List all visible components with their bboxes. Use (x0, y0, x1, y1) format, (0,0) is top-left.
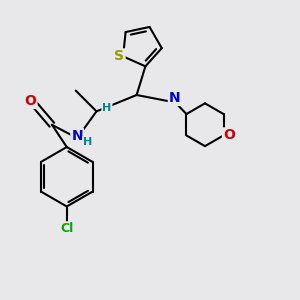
Text: H: H (102, 103, 112, 113)
Text: O: O (223, 128, 235, 142)
Text: O: O (25, 94, 37, 108)
Text: S: S (115, 50, 124, 63)
Text: N: N (169, 91, 181, 105)
Text: N: N (71, 129, 83, 143)
Text: H: H (83, 137, 92, 147)
Text: Cl: Cl (60, 222, 74, 235)
